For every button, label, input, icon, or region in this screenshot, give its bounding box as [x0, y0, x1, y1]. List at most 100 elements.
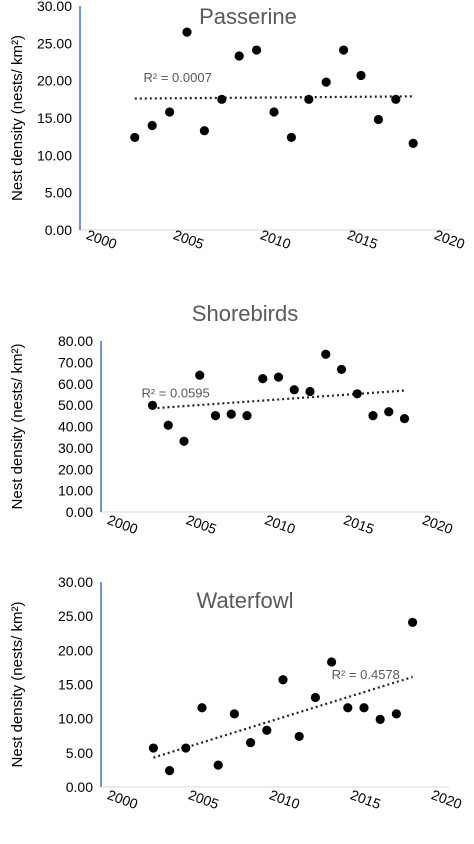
y-tick-label: 0.00: [66, 779, 93, 795]
data-point: [343, 703, 353, 713]
data-point: [213, 760, 223, 770]
x-tick-label: 2010: [267, 786, 302, 812]
x-tick-label: 2020: [429, 786, 464, 812]
data-point: [305, 386, 315, 397]
data-point: [246, 737, 256, 748]
data-point: [310, 692, 320, 703]
data-point: [408, 138, 418, 148]
data-point: [258, 374, 268, 384]
y-tick-label: 5.00: [66, 745, 93, 761]
data-point: [147, 400, 158, 410]
data-point: [273, 372, 284, 382]
chart-title: Passerine: [199, 4, 297, 29]
y-tick-label: 30.00: [58, 574, 93, 590]
y-axis-label: Nest density (nests/ km²): [9, 602, 26, 768]
data-point: [163, 420, 173, 430]
data-point: [165, 107, 175, 117]
y-tick-label: 20.00: [37, 73, 72, 89]
x-tick-label: 2005: [184, 511, 219, 537]
x-tick-label: 2005: [186, 786, 221, 812]
trendline: [153, 675, 413, 759]
data-point: [368, 410, 378, 421]
data-point: [210, 410, 221, 421]
y-tick-label: 30.00: [58, 440, 93, 456]
y-tick-label: 15.00: [58, 677, 93, 693]
y-tick-label: 20.00: [58, 642, 93, 658]
chart-title: Waterfowl: [197, 588, 294, 613]
y-tick-label: 80.00: [58, 333, 93, 349]
data-point: [384, 407, 394, 417]
y-axis-label: Nest density (nests/ km²): [9, 344, 26, 510]
r-squared-label: R² = 0.0595: [141, 386, 209, 401]
data-point: [352, 389, 362, 399]
y-tick-label: 5.00: [45, 185, 72, 201]
y-tick-label: 15.00: [37, 110, 72, 126]
r-squared-label: R² = 0.0007: [144, 70, 212, 85]
r-squared-label: R² = 0.4578: [332, 667, 400, 682]
data-point: [359, 703, 369, 713]
y-tick-label: 40.00: [58, 419, 93, 435]
y-axis-label: Nest density (nests/ km²): [9, 35, 26, 201]
data-point: [269, 107, 279, 117]
chart-title: Shorebirds: [192, 301, 298, 326]
data-point: [391, 94, 401, 104]
data-point: [356, 70, 366, 81]
x-tick-label: 2015: [348, 786, 383, 812]
data-point: [339, 45, 349, 55]
data-point: [130, 132, 140, 143]
data-point: [165, 766, 175, 776]
x-tick-label: 2020: [432, 226, 467, 252]
data-point: [234, 51, 244, 61]
data-point: [286, 132, 296, 143]
data-point: [327, 657, 337, 667]
chart-panel-3: 0.00 5.00 10.00 15.00 20.00 25.00 30.00 2000 200…: [9, 574, 464, 812]
data-point: [179, 436, 189, 446]
y-tick-label: 25.00: [37, 35, 72, 51]
x-tick-label: 2000: [105, 786, 140, 812]
y-tick-label: 70.00: [58, 354, 93, 370]
data-point: [199, 126, 209, 136]
y-tick-label: 50.00: [58, 397, 93, 413]
data-point: [262, 725, 272, 735]
y-tick-label: 25.00: [58, 608, 93, 624]
data-point: [182, 27, 192, 37]
data-point: [181, 743, 191, 753]
y-tick-label: 10.00: [58, 483, 93, 499]
data-point: [321, 349, 331, 359]
data-point: [217, 94, 227, 104]
x-tick-label: 2010: [263, 511, 298, 537]
y-tick-label: 10.00: [58, 711, 93, 727]
data-point: [278, 675, 288, 685]
data-point: [321, 77, 331, 87]
y-tick-label: 60.00: [58, 376, 93, 392]
y-tick-label: 0.00: [45, 222, 72, 238]
y-tick-label: 10.00: [37, 147, 72, 163]
data-point: [229, 709, 239, 719]
x-tick-label: 2020: [420, 511, 455, 537]
data-point: [195, 370, 205, 380]
trendline: [152, 389, 405, 410]
trendline: [134, 95, 414, 100]
y-tick-label: 0.00: [66, 504, 93, 520]
chart-panel-2: 0.00 10.00 20.00 30.00 40.00 50.00 60.00 70.00 8…: [9, 301, 455, 537]
data-point: [148, 743, 158, 753]
data-point: [408, 617, 418, 627]
y-tick-label: 20.00: [58, 461, 93, 477]
y-tick-label: 30.00: [37, 0, 72, 14]
data-point: [197, 703, 207, 713]
data-point: [289, 385, 299, 395]
data-point: [147, 120, 157, 131]
data-point: [242, 410, 252, 421]
data-point: [294, 731, 304, 742]
x-tick-label: 2000: [105, 511, 140, 537]
data-point: [336, 364, 347, 375]
x-tick-label: 2015: [342, 511, 377, 537]
data-point: [252, 45, 262, 55]
data-point: [375, 714, 385, 724]
data-point: [304, 94, 314, 104]
data-point: [373, 114, 383, 125]
data-point: [226, 409, 236, 419]
